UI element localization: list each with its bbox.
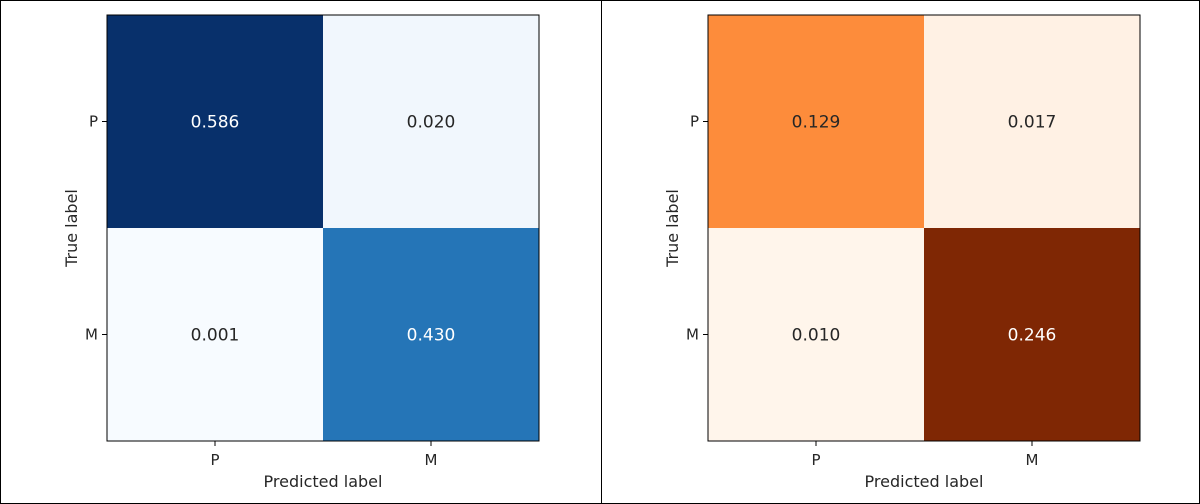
cell-value-label: 0.020 — [407, 113, 456, 133]
cell-value-label: 0.017 — [1008, 113, 1057, 133]
cell-value-label: 0.010 — [792, 326, 841, 346]
y-tick-label: P — [690, 113, 699, 131]
confusion-matrix-right: 0.129 0.017 0.010 0.246 P M P M Predicted label T… — [663, 14, 1141, 491]
matrix-cell — [708, 228, 924, 441]
matrix-cell — [107, 228, 323, 441]
y-tick-label: P — [89, 113, 98, 131]
cell-value-label: 0.430 — [407, 326, 456, 346]
matrix-cell — [924, 228, 1140, 441]
cell-value-label: 0.586 — [191, 113, 240, 133]
x-axis-label: Predicted label — [264, 472, 383, 491]
matrix-cell — [323, 15, 539, 228]
matrix-frame — [106, 14, 540, 442]
y-axis-label: True label — [62, 189, 81, 268]
x-tick-label: M — [1026, 451, 1039, 469]
matrix-cell — [323, 228, 539, 441]
x-tick-label: P — [811, 451, 820, 469]
y-axis-label: True label — [663, 189, 682, 268]
x-tick-label: M — [425, 451, 438, 469]
panel-divider — [601, 1, 602, 503]
y-tick-label: M — [686, 326, 699, 344]
matrix-cell — [107, 15, 323, 228]
confusion-matrix-left-panel: 0.586 0.020 0.001 0.430 P M P M Predicted label T… — [1, 1, 599, 503]
x-axis-label: Predicted label — [865, 472, 984, 491]
cell-value-label: 0.246 — [1008, 326, 1057, 346]
matrix-cell — [924, 15, 1140, 228]
matrix-cell — [708, 15, 924, 228]
cell-value-label: 0.129 — [792, 113, 841, 133]
matrix-frame — [707, 14, 1141, 442]
y-tick-label: M — [85, 326, 98, 344]
x-tick-label: P — [210, 451, 219, 469]
confusion-matrix-left: 0.586 0.020 0.001 0.430 P M P M Predicted label T… — [62, 14, 540, 491]
cell-value-label: 0.001 — [191, 326, 240, 346]
confusion-matrix-right-panel: 0.129 0.017 0.010 0.246 P M P M Predicted label T… — [602, 1, 1200, 503]
